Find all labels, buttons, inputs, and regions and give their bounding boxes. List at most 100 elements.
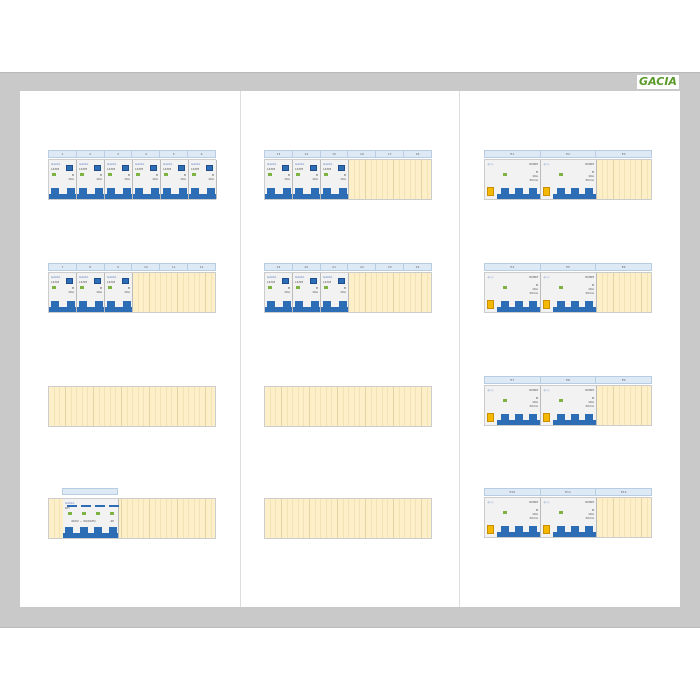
mcb-breaker[interactable]: GACIA L63M B 16A bbox=[49, 160, 77, 199]
mcb-breaker[interactable]: GACIA L63M B 16A bbox=[77, 160, 105, 199]
current: 16A bbox=[588, 512, 594, 516]
terminals bbox=[497, 187, 540, 199]
mcb-breaker[interactable]: GACIA L63M B 16A bbox=[105, 160, 133, 199]
din-rail bbox=[264, 498, 432, 539]
model-label: L63M bbox=[79, 280, 88, 284]
din-rail: -(/-)- RCBM B 16A 30mA -(/-)- RCBM B 16A 30mA bbox=[484, 272, 652, 313]
model-label: L63M bbox=[191, 167, 200, 171]
curve: B bbox=[535, 396, 538, 400]
din-rail: -(/-)- RCBM B 16A 30mA -(/-)- RCBM B 16A 30mA bbox=[484, 159, 652, 200]
brand-label: GACIA bbox=[65, 501, 75, 505]
rcbo-breaker[interactable]: -(/-)- RCBM B 16A 30mA bbox=[541, 273, 597, 312]
circuit-number: 17 bbox=[376, 151, 405, 157]
terminal-bar bbox=[321, 307, 348, 312]
terminal bbox=[323, 301, 331, 308]
terminal bbox=[515, 301, 523, 308]
toggle-icon bbox=[67, 505, 77, 507]
brand-label: GACIA bbox=[107, 162, 117, 166]
mcb-breaker[interactable]: GACIA L63M B 16A bbox=[133, 160, 161, 199]
toggle-icon bbox=[95, 505, 105, 507]
circuit-number: 5 bbox=[160, 151, 189, 157]
rating: B 16A bbox=[124, 286, 130, 294]
toggle-icon bbox=[94, 165, 101, 171]
curve: B bbox=[71, 173, 74, 177]
terminal bbox=[515, 188, 523, 195]
terminal bbox=[501, 526, 509, 533]
indicator-icon bbox=[52, 286, 56, 289]
symbol-label: -(/-)- bbox=[487, 275, 494, 279]
distribution-board: E10 E11 E12 -(/-)- RCBM B 16A 30mA -(/-)- RCBM B 16… bbox=[484, 488, 652, 538]
indicator-icon bbox=[268, 173, 272, 176]
indicator-icon bbox=[559, 173, 563, 176]
circuit-number: 10 bbox=[132, 264, 161, 270]
model-label: L63M bbox=[135, 167, 144, 171]
circuit-number: 13 bbox=[265, 151, 293, 157]
circuit-number: 3 bbox=[105, 151, 133, 157]
terminal bbox=[515, 414, 523, 421]
current: 16A bbox=[588, 287, 594, 291]
terminal bbox=[557, 414, 565, 421]
distribution-board: 1 2 3 4 5 6 GACIA L63M B 16A GACIA L63M B 16A GACIA L63… bbox=[48, 150, 217, 200]
current: 16A bbox=[588, 174, 594, 178]
main-isolator[interactable]: GACIA DH 400V ~ 50/60Hz 4P bbox=[63, 499, 119, 538]
indicator-icon bbox=[80, 286, 84, 289]
rating: B 16A 30mA bbox=[529, 170, 538, 182]
model-label: L63M bbox=[323, 167, 332, 171]
mcb-breaker[interactable]: GACIA L63M B 16A bbox=[293, 160, 321, 199]
terminal bbox=[571, 414, 579, 421]
rcbo-breaker[interactable]: -(/-)- RCBM B 16A 30mA bbox=[485, 273, 541, 312]
model-label: RCBM bbox=[529, 162, 538, 166]
terminal-bar bbox=[553, 194, 596, 199]
curve: B bbox=[287, 286, 290, 290]
din-rail: -(/-)- RCBM B 16A 30mA -(/-)- RCBM B 16A 30mA bbox=[484, 497, 652, 538]
mcb-breaker[interactable]: GACIA L63M B 16A bbox=[321, 160, 349, 199]
indicator-icon bbox=[80, 173, 84, 176]
rating: B 16A 30mA bbox=[585, 283, 594, 295]
rcbo-breaker[interactable]: -(/-)- RCBM B 16A 30mA bbox=[485, 160, 541, 199]
rcbo-breaker[interactable]: -(/-)- RCBM B 16A 30mA bbox=[541, 498, 597, 537]
model-label: L63M bbox=[295, 167, 304, 171]
brand-label: GACIA bbox=[79, 162, 89, 166]
toggle-icon bbox=[94, 278, 101, 284]
rating: B 16A bbox=[208, 173, 214, 181]
model-label: RCBM bbox=[529, 275, 538, 279]
curve: B bbox=[99, 173, 102, 177]
sensitivity: 30mA bbox=[529, 516, 538, 520]
terminal bbox=[123, 301, 131, 308]
rcbo-breaker[interactable]: -(/-)- RCBM B 16A 30mA bbox=[541, 160, 597, 199]
toggle-icon bbox=[81, 505, 91, 507]
toggle-icon bbox=[338, 278, 345, 284]
rcbo-breaker[interactable]: -(/-)- RCBM B 16A 30mA bbox=[485, 498, 541, 537]
terminal bbox=[95, 188, 103, 195]
model-label: RCBM bbox=[585, 275, 594, 279]
mcb-breaker[interactable]: GACIA L63M B 16A bbox=[189, 160, 217, 199]
mcb-breaker[interactable]: GACIA L63M B 16A bbox=[49, 273, 77, 312]
mcb-breaker[interactable]: GACIA L63M B 16A bbox=[265, 273, 293, 312]
terminal bbox=[151, 188, 159, 195]
mcb-breaker[interactable]: GACIA L63M B 16A bbox=[293, 273, 321, 312]
mcb-breaker[interactable]: GACIA L63M B 16A bbox=[321, 273, 349, 312]
rcbo-breaker[interactable]: -(/-)- RCBM B 16A 30mA bbox=[485, 386, 541, 425]
rating: B 16A 30mA bbox=[585, 508, 594, 520]
curve: B bbox=[155, 173, 158, 177]
terminal bbox=[571, 188, 579, 195]
distribution-board bbox=[264, 376, 432, 427]
symbol-label: -(/-)- bbox=[543, 388, 550, 392]
rcbo-breaker[interactable]: -(/-)- RCBM B 16A 30mA bbox=[541, 386, 597, 425]
mcb-breaker[interactable]: GACIA L63M B 16A bbox=[105, 273, 133, 312]
mcb-breaker[interactable]: GACIA L63M B 16A bbox=[161, 160, 189, 199]
din-rail bbox=[48, 386, 216, 427]
mcb-breaker[interactable]: GACIA L63M B 16A bbox=[265, 160, 293, 199]
curve: B bbox=[183, 173, 186, 177]
header-spacer bbox=[48, 376, 216, 385]
rating: B 16A bbox=[312, 286, 318, 294]
terminal bbox=[79, 188, 87, 195]
curve: B bbox=[287, 173, 290, 177]
terminal-bar bbox=[293, 194, 320, 199]
current: 16A bbox=[312, 290, 318, 294]
terminal bbox=[191, 188, 199, 195]
terminal bbox=[515, 526, 523, 533]
rating: B 16A 30mA bbox=[529, 283, 538, 295]
mcb-breaker[interactable]: GACIA L63M B 16A bbox=[77, 273, 105, 312]
